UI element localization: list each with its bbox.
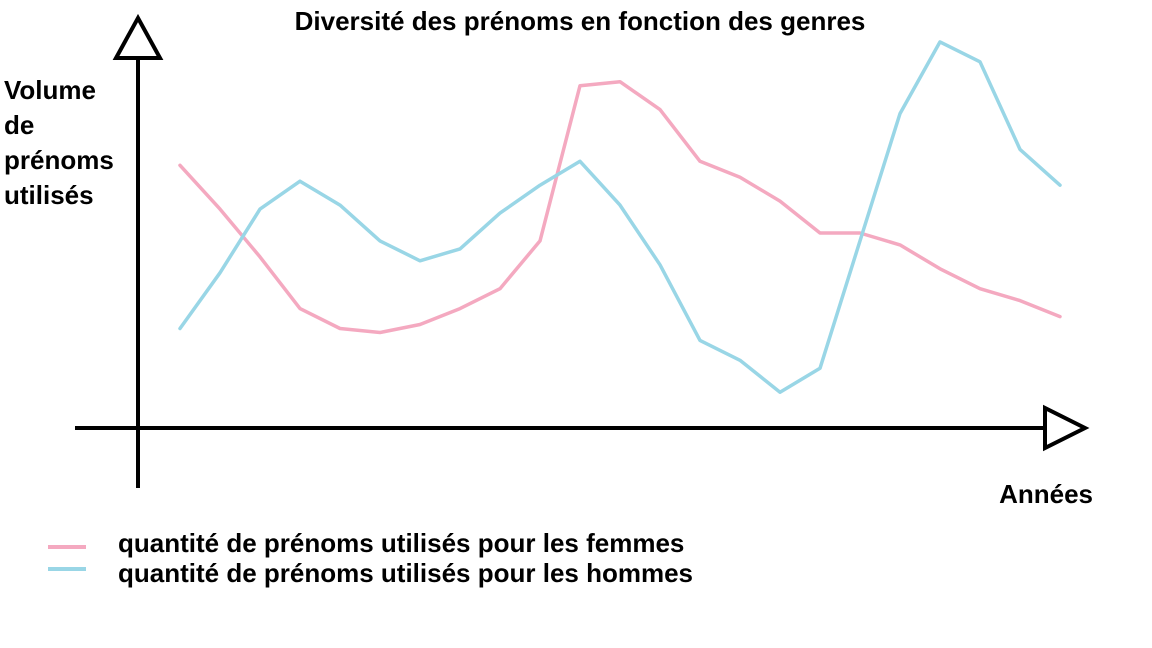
y-axis-label: de <box>4 110 34 140</box>
x-axis-label: Années <box>999 479 1093 509</box>
data-line <box>178 79 1062 335</box>
y-axis-label: Volume <box>4 75 96 105</box>
legend-label: quantité de prénoms utilisés pour les fe… <box>118 528 684 558</box>
data-line <box>178 40 1062 394</box>
legend-label: quantité de prénoms utilisés pour les ho… <box>118 558 693 588</box>
x-axis-arrow <box>1043 404 1090 452</box>
axes <box>75 13 1090 488</box>
y-axis-label: prénoms <box>4 145 114 175</box>
y-axis-label: utilisés <box>4 180 94 210</box>
y-axis-arrow <box>112 13 164 60</box>
chart-title: Diversité des prénoms en fonction des ge… <box>295 6 866 36</box>
